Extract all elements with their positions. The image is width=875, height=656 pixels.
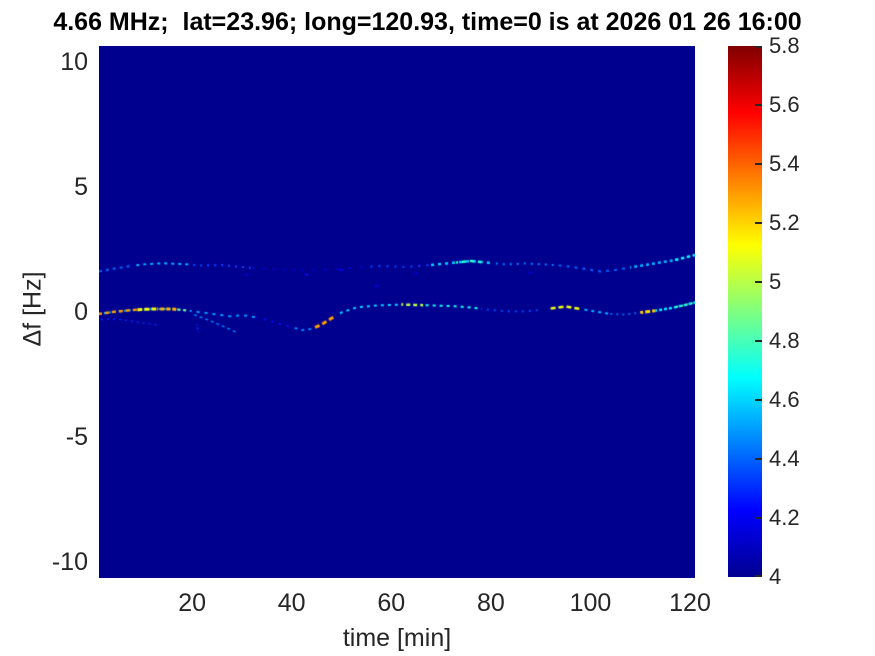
x-tick-label: 120 (669, 589, 711, 617)
x-axis-tick-labels: 20 40 60 80 100 120 (99, 589, 711, 618)
colorbar-tick-label: 5 (769, 269, 782, 294)
spectrogram-canvas (99, 46, 695, 578)
colorbar-tick (755, 222, 762, 224)
colorbar-tick-label: 4.4 (769, 446, 800, 471)
colorbar-tick (755, 163, 762, 165)
y-axis-tick-labels: 10 5 0 -5 -10 (20, 0, 88, 656)
colorbar-tick-label: 4.6 (769, 387, 800, 412)
colorbar-tick-label: 5.4 (769, 151, 800, 176)
colorbar-tick-labels: 4 4.2 4.4 4.6 4.8 5 5.2 5.4 5.6 5.8 (769, 0, 839, 656)
colorbar-tick (755, 46, 762, 48)
colorbar-tick-label: 5.6 (769, 92, 800, 117)
colorbar-tick-label: 5.2 (769, 210, 800, 235)
x-tick-label: 40 (277, 589, 306, 617)
colorbar-tick-label: 5.8 (769, 33, 800, 58)
x-tick-label: 80 (476, 589, 505, 617)
colorbar (728, 46, 762, 577)
colorbar-tick-label: 4 (769, 564, 782, 589)
colorbar-tick-label: 4.2 (769, 505, 800, 530)
colorbar-tick (755, 575, 762, 577)
colorbar-tick (755, 281, 762, 283)
y-tick-label: 10 (60, 48, 88, 76)
colorbar-tick (755, 104, 762, 106)
x-tick-label: 100 (569, 589, 612, 617)
y-tick-label: 0 (74, 298, 88, 326)
colorbar-tick (755, 399, 762, 401)
plot-title: 4.66 MHz; lat=23.96; long=120.93, time=0… (53, 8, 802, 36)
x-tick-label: 60 (377, 589, 406, 617)
colorbar-tick (755, 458, 762, 460)
colorbar-tick (755, 340, 762, 342)
x-axis-label: time [min] (342, 624, 452, 652)
y-tick-label: -10 (51, 548, 88, 576)
y-axis-label: Δf [Hz] (18, 271, 47, 347)
x-tick-label: 20 (178, 589, 207, 617)
colorbar-tick (755, 517, 762, 519)
colorbar-tick-label: 4.8 (769, 328, 800, 353)
y-tick-label: -5 (65, 423, 88, 451)
y-tick-label: 5 (74, 173, 88, 201)
